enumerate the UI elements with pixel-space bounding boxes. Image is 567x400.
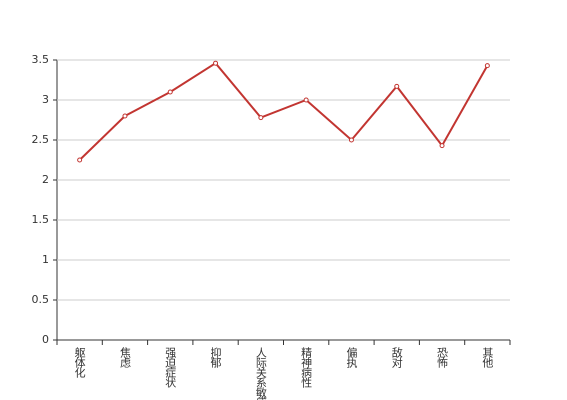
x-tick-label: 精神病性 bbox=[300, 347, 313, 389]
x-tick-label: 恐怖 bbox=[436, 347, 449, 368]
x-tick-label: 其他 bbox=[481, 347, 494, 368]
point bbox=[258, 115, 264, 121]
x-tick-label: 抑郁 bbox=[209, 346, 222, 368]
y-tick-label: 2.5 bbox=[32, 133, 50, 146]
point bbox=[77, 157, 83, 163]
y-tick-label: 3 bbox=[42, 93, 49, 106]
point bbox=[348, 137, 354, 143]
y-tick-label: 1.5 bbox=[32, 213, 50, 226]
point bbox=[484, 63, 490, 69]
point bbox=[213, 60, 219, 66]
y-tick-label: 2 bbox=[42, 173, 49, 186]
x-tick-label: 躯体化 bbox=[73, 347, 86, 379]
point bbox=[394, 83, 400, 89]
line bbox=[78, 61, 489, 161]
y-tick-label: 0.5 bbox=[32, 293, 50, 306]
point bbox=[439, 143, 445, 149]
y-tick-label: 3.5 bbox=[32, 53, 50, 66]
x-tick-label: 焦虑 bbox=[118, 347, 131, 368]
x-tick-label: 偏执 bbox=[345, 346, 358, 369]
x-tick-label: 强迫症状 bbox=[164, 347, 177, 388]
x-tick-label: 敌对 bbox=[390, 346, 403, 368]
y-tick-label: 1 bbox=[42, 253, 49, 266]
point bbox=[303, 97, 309, 103]
x-tick-label: 人际关系敏感 bbox=[254, 347, 267, 400]
point bbox=[122, 113, 128, 119]
point bbox=[167, 89, 173, 95]
y-tick-label: 0 bbox=[42, 333, 49, 346]
